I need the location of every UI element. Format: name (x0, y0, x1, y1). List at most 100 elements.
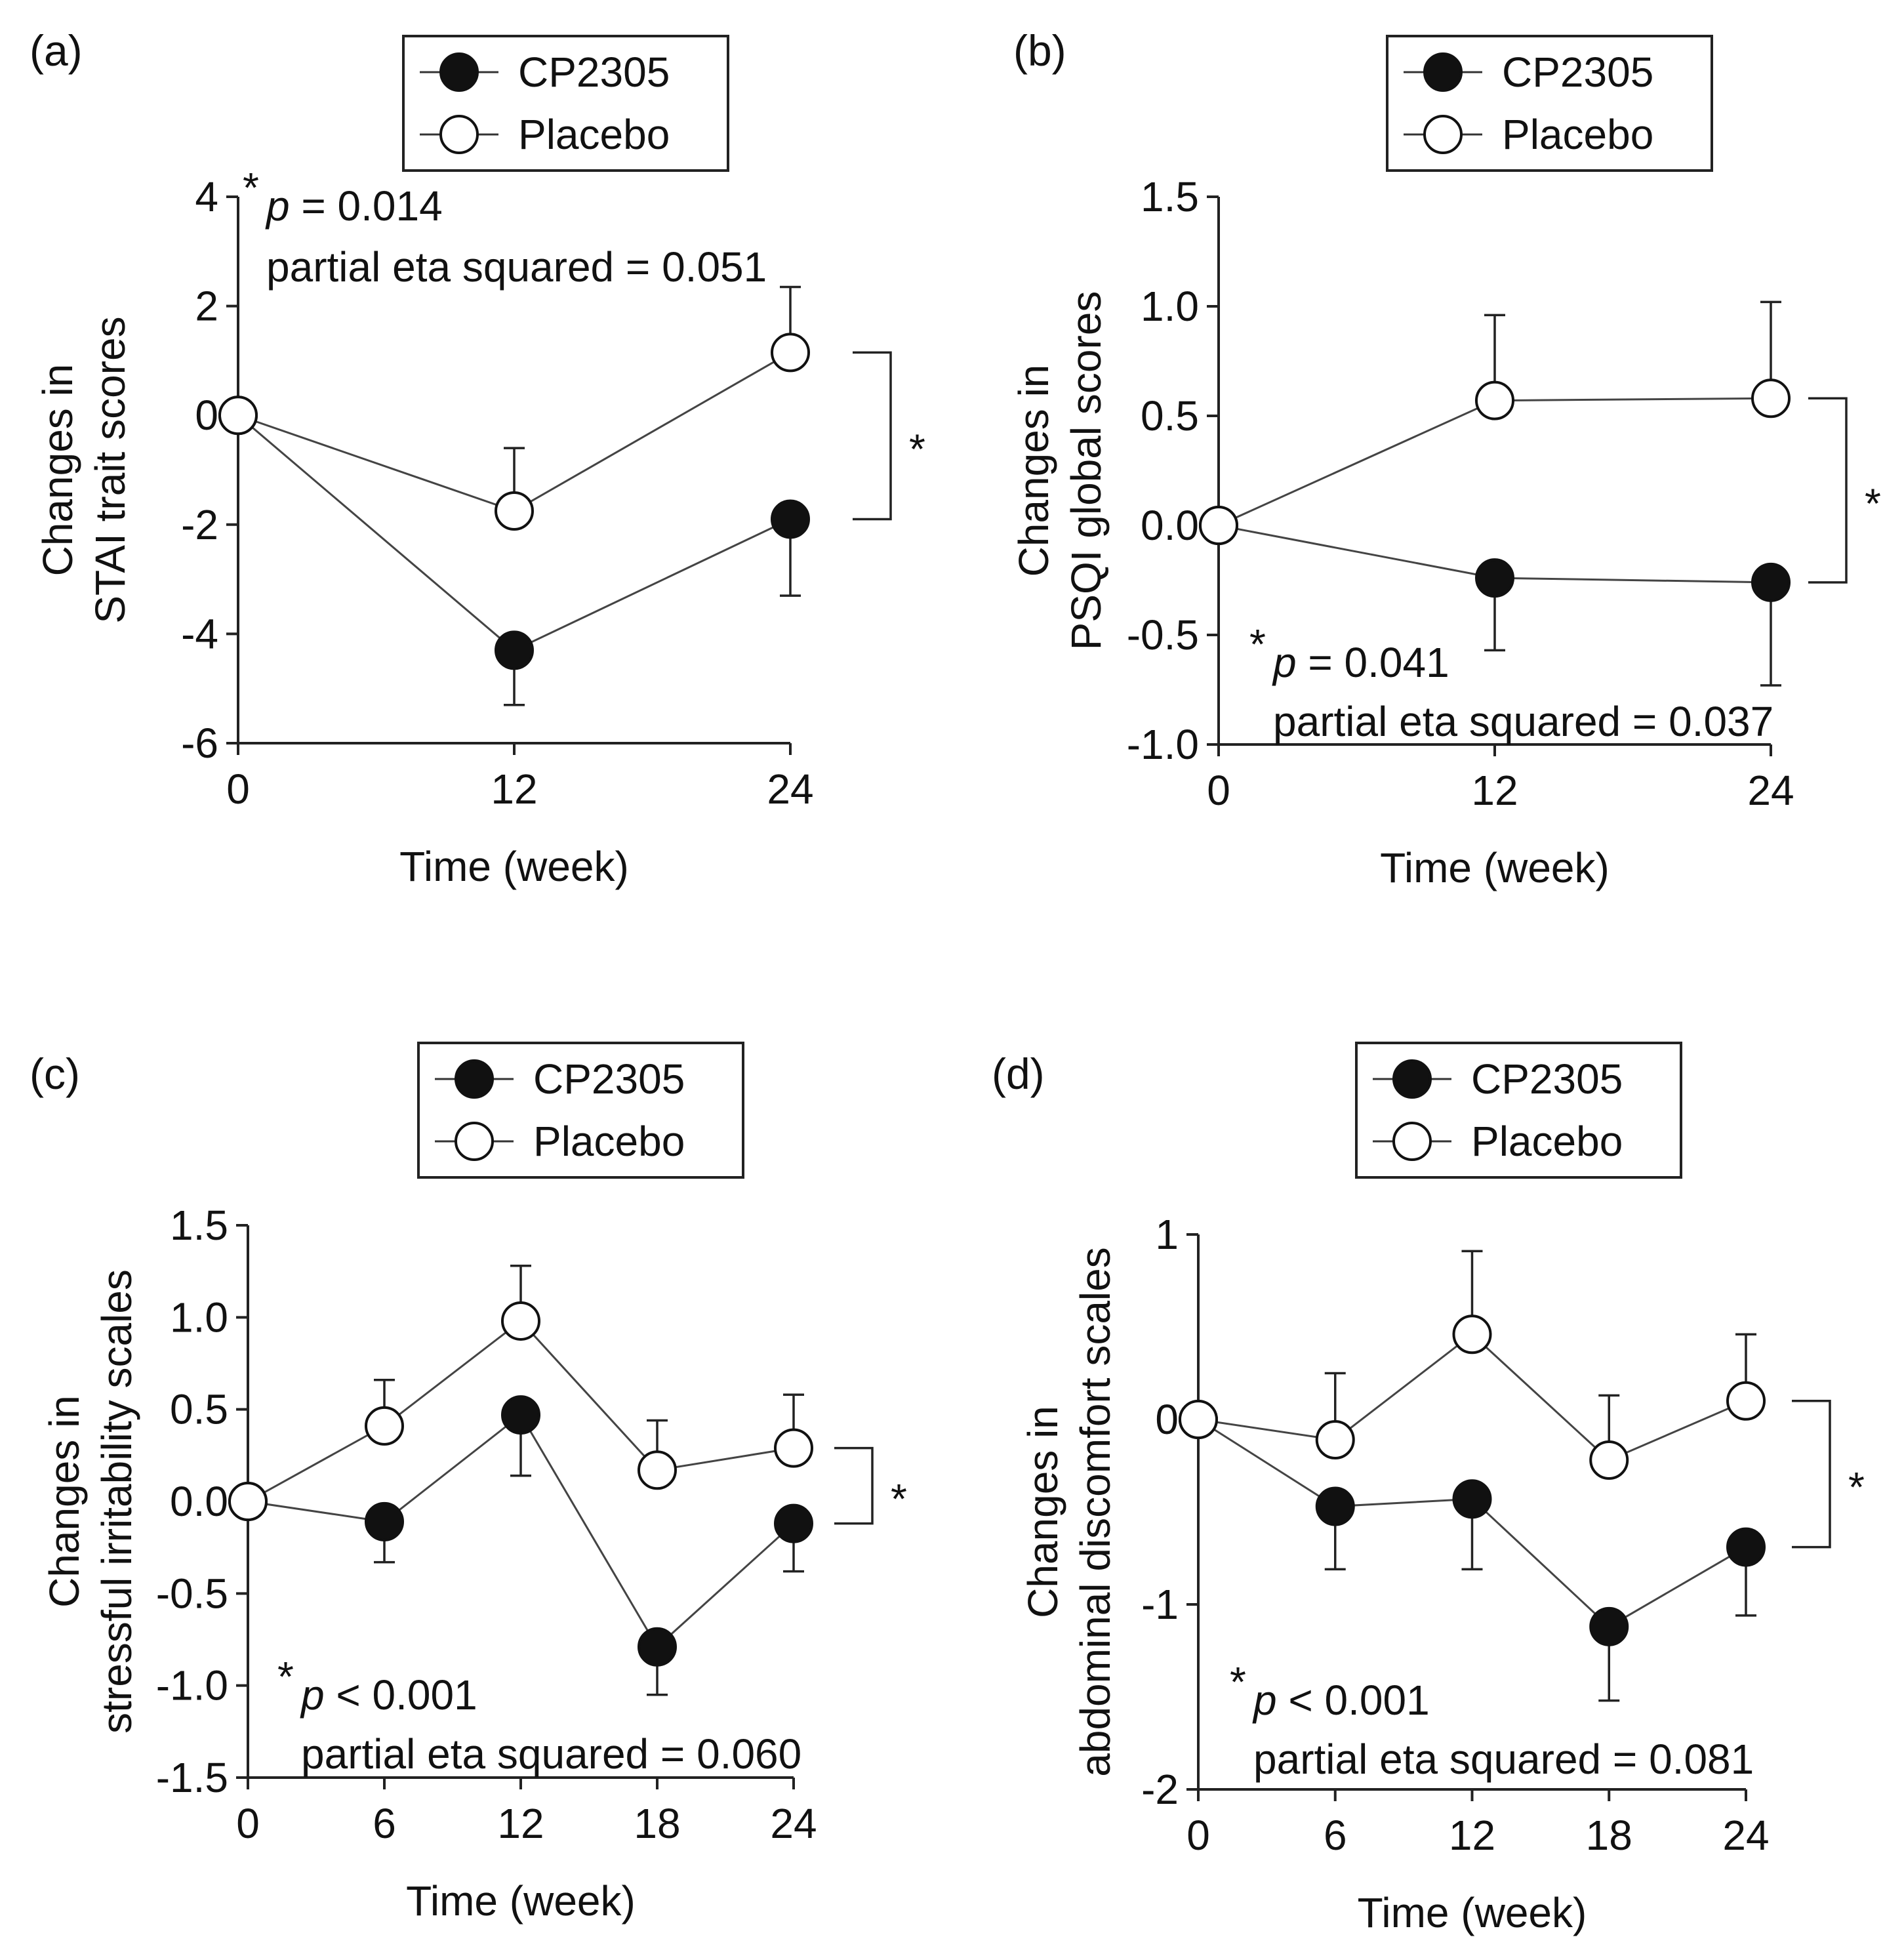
y-axis-title-line: Changes in (1010, 365, 1057, 577)
stat-annotation: * p = 0.014 partial eta squared = 0.051 (243, 164, 767, 291)
panel-c: (c) 1.5 1.0 0.5 0.0 -0.5 -1.0 -1.50 6 12 18 24 Time … (30, 1042, 907, 1925)
x-tick-label: 12 (1449, 1812, 1495, 1859)
stat-p-value: p = 0.041 (1272, 639, 1449, 686)
stat-annotation: * p = 0.041 partial eta squared = 0.037 (1249, 621, 1773, 745)
stat-p-value: p < 0.001 (300, 1671, 477, 1719)
stat-eta: partial eta squared = 0.051 (266, 243, 767, 291)
stat-eta: partial eta squared = 0.081 (1253, 1736, 1754, 1783)
y-tick-label: -1 (1141, 1581, 1179, 1628)
significance-bracket: * (853, 351, 925, 521)
y-tick-label: 0 (1155, 1396, 1179, 1443)
stat-p-italic: p (265, 182, 290, 230)
legend-label: Placebo (1471, 1118, 1623, 1165)
y-tick-label: 1.0 (170, 1294, 228, 1341)
point-cp2305 (638, 1627, 677, 1667)
legend-marker (455, 1122, 494, 1161)
point-placebo (638, 1450, 677, 1490)
point-placebo (1452, 1314, 1492, 1355)
legend: CP2305 Placebo (417, 1042, 744, 1179)
x-axis-title: Time (week) (399, 843, 629, 890)
stat-p-rest: = 0.014 (290, 182, 443, 230)
legend-label: Placebo (1502, 111, 1653, 158)
legend-marker (1392, 1059, 1432, 1099)
stat-star: * (1249, 621, 1266, 668)
point-placebo (1751, 378, 1791, 418)
y-tick-label: 1.5 (1141, 173, 1199, 220)
y-tick-label: 1 (1155, 1211, 1179, 1258)
legend-marker (439, 52, 479, 92)
point-placebo (1179, 1400, 1218, 1439)
panel-label: (b) (1013, 26, 1066, 75)
panel-label: (c) (30, 1049, 80, 1098)
x-tick-label: 12 (1471, 767, 1518, 814)
significance-bracket: * (1808, 397, 1881, 584)
stat-p-rest: = 0.041 (1297, 639, 1449, 686)
x-tick-label: 18 (634, 1800, 680, 1847)
point-placebo (218, 396, 258, 436)
legend-marker (455, 1059, 494, 1099)
legend-label: CP2305 (1471, 1055, 1623, 1103)
bracket-star: * (891, 1475, 907, 1522)
y-axis-title-line: PSQI global scores (1063, 291, 1110, 651)
y-axis-title-line: abdominal discomfort scales (1072, 1247, 1119, 1776)
y-tick-label: -1.0 (1127, 721, 1199, 768)
y-tick-label: 1.0 (1141, 283, 1199, 330)
point-placebo (495, 491, 534, 531)
point-placebo (1315, 1420, 1355, 1460)
x-tick-label: 12 (491, 765, 537, 813)
x-tick-label: 0 (1207, 767, 1230, 814)
stat-eta: partial eta squared = 0.060 (301, 1730, 801, 1778)
y-tick-label: 1.5 (170, 1202, 228, 1249)
x-tick-label: 6 (1324, 1812, 1347, 1859)
legend-label: CP2305 (518, 49, 670, 96)
y-tick-label: 0.5 (1141, 392, 1199, 439)
x-axis-title: Time (week) (406, 1877, 636, 1925)
panel-label: (d) (992, 1049, 1045, 1098)
y-tick-label: -1.0 (156, 1662, 228, 1709)
x-tick-label: 6 (373, 1800, 396, 1847)
bracket-line (1808, 397, 1848, 584)
x-axis-title: Time (week) (1380, 844, 1610, 891)
x-tick-label: 0 (1186, 1812, 1210, 1859)
y-axis-title-line: Changes in (34, 364, 81, 577)
point-placebo (1475, 380, 1514, 420)
x-tick-label: 12 (497, 1800, 544, 1847)
point-cp2305 (495, 630, 534, 670)
point-cp2305 (1726, 1527, 1766, 1567)
y-tick-label: 4 (195, 173, 218, 220)
x-tick-label: 24 (767, 765, 813, 813)
legend: CP2305 Placebo (402, 35, 729, 172)
stat-p-italic: p (1272, 639, 1297, 686)
significance-bracket: * (834, 1446, 907, 1525)
point-cp2305 (774, 1503, 813, 1543)
y-axis-title-line: stressful irritability scales (93, 1269, 140, 1734)
bracket-star: * (909, 425, 925, 472)
point-placebo (1726, 1381, 1766, 1421)
point-cp2305 (1751, 562, 1791, 602)
bracket-line (1792, 1400, 1831, 1549)
legend-label: CP2305 (533, 1055, 685, 1103)
point-placebo (774, 1428, 813, 1468)
stat-p-value: p < 0.001 (1252, 1677, 1430, 1724)
point-placebo (1589, 1440, 1629, 1480)
legend-marker (439, 115, 479, 154)
y-tick-label: 0 (195, 392, 218, 439)
point-placebo (1199, 506, 1238, 545)
x-tick-label: 0 (226, 765, 250, 813)
stat-p-value: p = 0.014 (265, 182, 443, 230)
stat-annotation: * p < 0.001 partial eta squared = 0.081 (1230, 1658, 1754, 1783)
point-cp2305 (501, 1395, 540, 1435)
y-tick-label: 0.0 (1141, 502, 1199, 549)
y-tick-label: -6 (181, 720, 218, 767)
panel-label: (a) (30, 26, 83, 75)
y-axis-title-line: Changes in (1019, 1406, 1066, 1618)
point-placebo (501, 1301, 540, 1341)
stat-p-rest: < 0.001 (325, 1671, 477, 1719)
stat-p-italic: p (1252, 1677, 1277, 1724)
point-cp2305 (1315, 1486, 1355, 1526)
y-tick-label: -2 (181, 501, 218, 548)
y-tick-label: -0.5 (156, 1570, 228, 1617)
point-cp2305 (1589, 1606, 1629, 1646)
